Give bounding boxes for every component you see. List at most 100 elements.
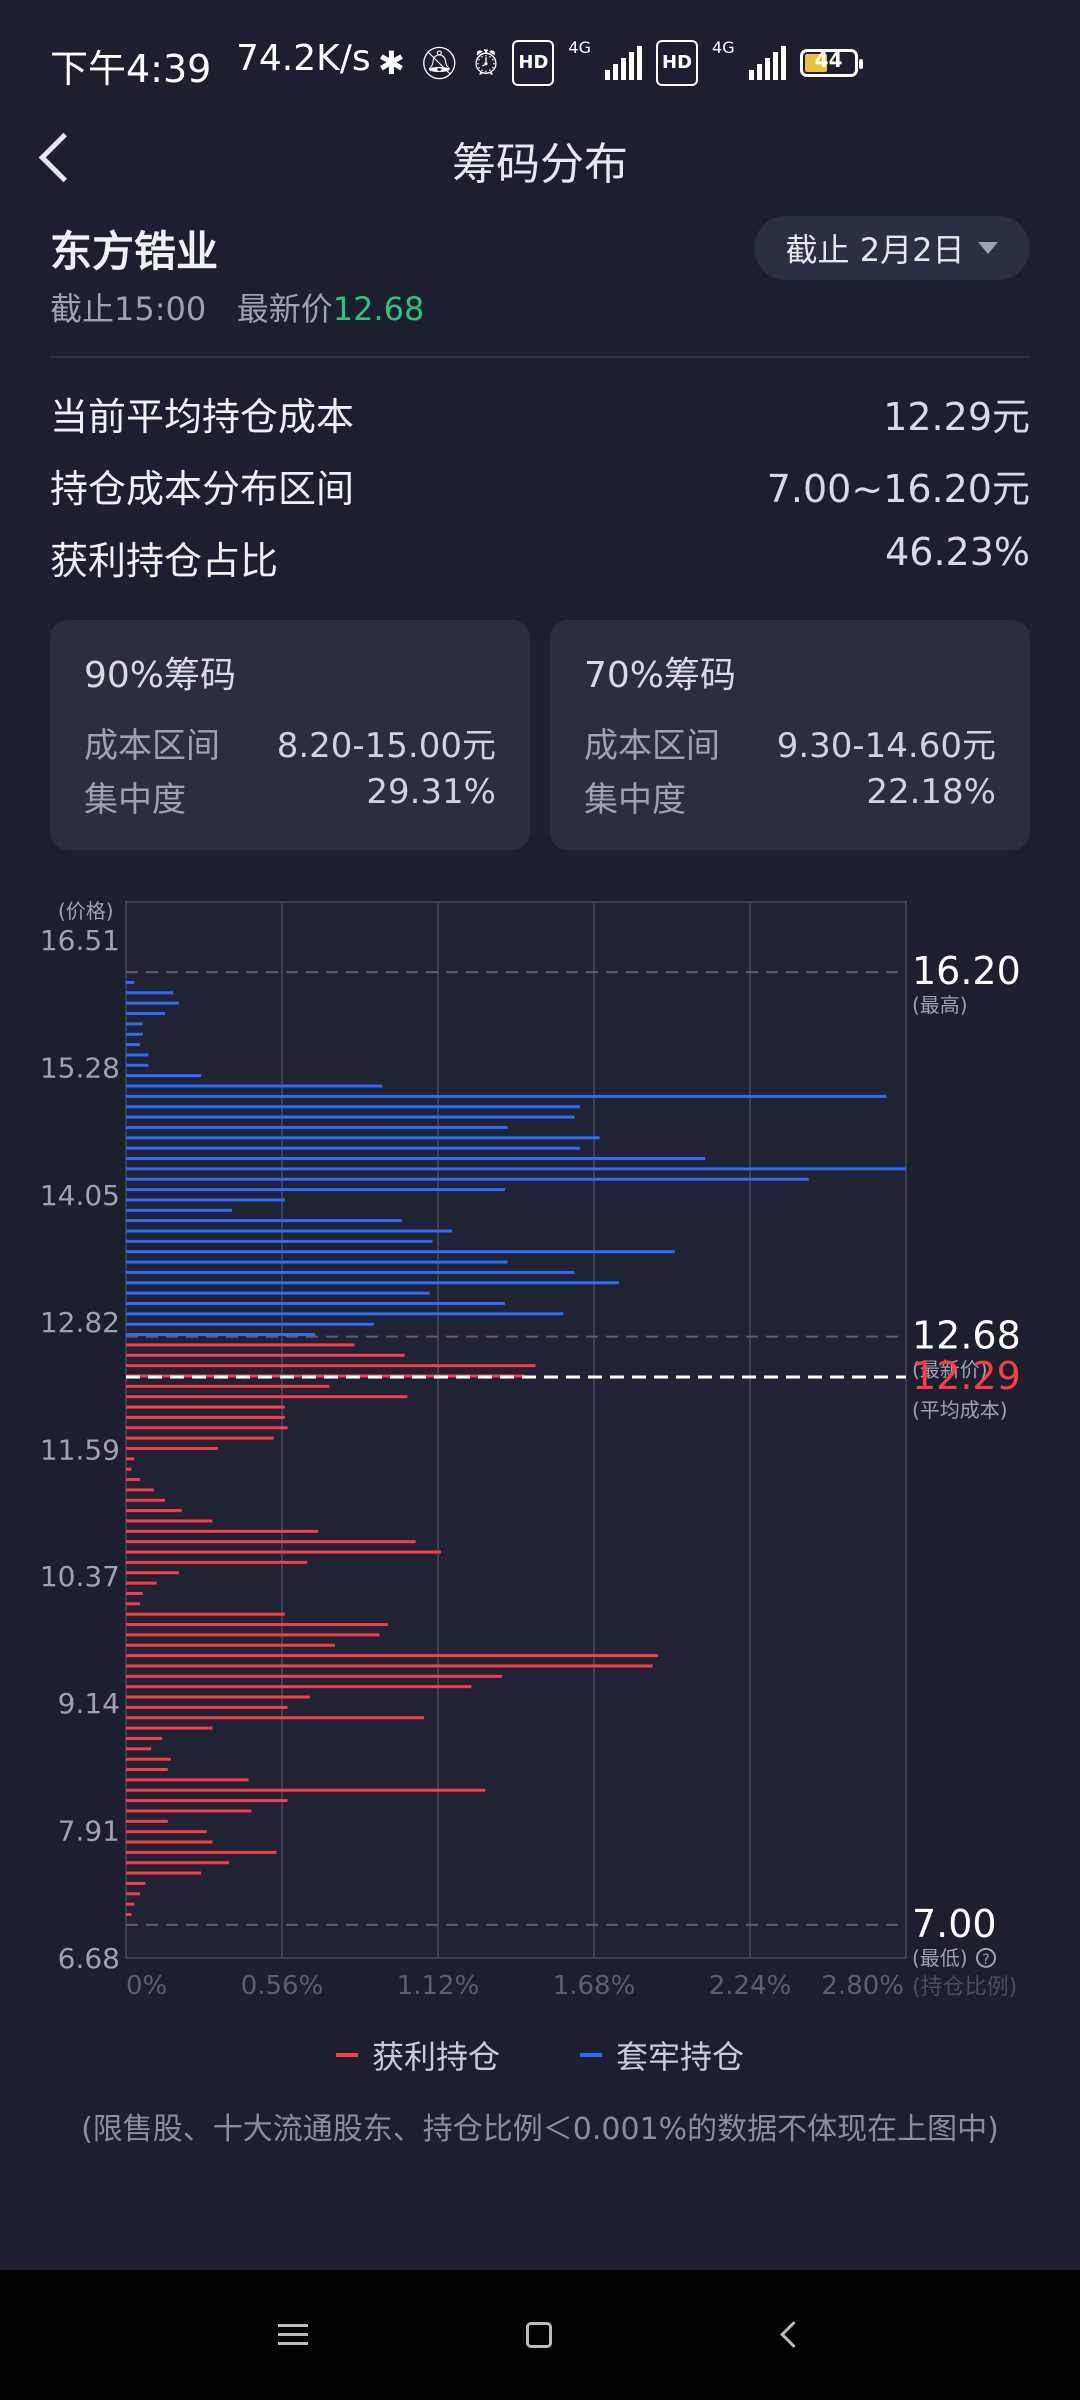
profit-bar xyxy=(126,1446,218,1450)
profit-bar xyxy=(126,1591,143,1595)
profit-bar xyxy=(126,1364,536,1368)
mute-bell-icon: 🔕︎ xyxy=(418,44,460,82)
date-selector[interactable]: 截止 2月2日 xyxy=(754,216,1030,280)
trapped-bar xyxy=(126,1032,143,1036)
trapped-bar xyxy=(126,1053,149,1057)
profit-bar xyxy=(126,1540,416,1544)
chart-footnote: (限售股、十大流通股东、持仓比例＜0.001%的数据不体现在上图中) xyxy=(81,2112,999,2147)
y-tick-label: 12.82 xyxy=(40,1306,120,1339)
battery-level: 44 xyxy=(814,48,843,72)
profit-bar xyxy=(126,1436,274,1440)
legend-swatch-trapped xyxy=(580,2053,602,2057)
profit-bar xyxy=(126,1809,252,1813)
profit-bar xyxy=(126,1695,310,1699)
as-of-time: 截止15:00 xyxy=(50,290,207,328)
stat-value: 12.29元 xyxy=(883,395,1030,439)
profit-bar xyxy=(126,1478,140,1482)
profit-bar xyxy=(126,1871,202,1875)
y-tick-label: 11.59 xyxy=(40,1434,120,1467)
card-concentration-value: 29.31% xyxy=(366,772,496,812)
profit-bar xyxy=(126,1768,168,1772)
y-axis-label: (价格) xyxy=(58,899,114,923)
profit-bar xyxy=(126,1550,441,1554)
trapped-bar xyxy=(126,1094,887,1098)
y-tick-label: 15.28 xyxy=(40,1051,120,1084)
page-title: 筹码分布 xyxy=(452,139,628,190)
marker-sublabel: (最低) xyxy=(912,1946,968,1970)
card-concentration-label: 集中度 xyxy=(584,780,686,820)
trapped-bar xyxy=(126,1146,581,1150)
x-tick-label: 1.68% xyxy=(553,1971,636,2001)
chips-70-card: 70%筹码 成本区间 9.30-14.60元 集中度 22.18% xyxy=(550,620,1030,850)
profit-bar xyxy=(126,1571,179,1575)
app-header: 筹码分布 xyxy=(0,120,1080,200)
network-speed: 74.2K/s xyxy=(236,38,371,79)
question-circle-icon xyxy=(976,1947,996,1968)
stat-label: 获利持仓占比 xyxy=(50,539,279,583)
x-axis-label: (持仓比例) xyxy=(912,1975,1017,2000)
trapped-bar xyxy=(126,991,174,995)
chart-legend: 获利持仓 套牢持仓 xyxy=(0,2032,1080,2078)
status-icons: ✱ 🔕︎ ⏰︎ HD 4G HD 4G 44 xyxy=(378,40,863,86)
profit-bar xyxy=(126,1664,653,1668)
x-tick-label: 0.56% xyxy=(241,1971,324,2001)
profit-bar xyxy=(126,1343,355,1347)
profit-bar xyxy=(126,1747,152,1751)
trapped-bar xyxy=(126,1333,316,1337)
stat-value: 7.00~16.20元 xyxy=(766,467,1030,511)
profit-bar xyxy=(126,1395,408,1399)
trapped-bar xyxy=(126,1167,906,1171)
date-selector-label: 截止 2月2日 xyxy=(785,231,965,269)
latest-price-label: 最新价 xyxy=(236,290,333,328)
chip-distribution-chart: 0% 0.56% 1.12% 1.68% 2.24% 2.80% (持仓比例)(价格)16.… xyxy=(40,899,1021,2001)
profit-bar xyxy=(126,1716,425,1720)
profit-bar xyxy=(126,1881,146,1885)
trapped-bar xyxy=(126,1270,575,1274)
trapped-bar xyxy=(126,1043,140,1047)
marker-value: 16.20 xyxy=(912,949,1021,993)
marker-sublabel: (最高) xyxy=(912,993,968,1017)
profit-bar xyxy=(126,1674,503,1678)
latest-price: 12.68 xyxy=(332,290,425,328)
card-title: 70%筹码 xyxy=(584,655,737,696)
card-range-value: 8.20-15.00元 xyxy=(276,726,496,766)
profit-bar xyxy=(126,1612,285,1616)
profit-bar xyxy=(126,1840,213,1844)
hd-icon-2: HD xyxy=(656,40,699,86)
trapped-bar xyxy=(126,1177,809,1181)
nav-back-icon[interactable] xyxy=(760,2310,820,2360)
stat-row-avg-cost: 当前平均持仓成本 12.29元 xyxy=(50,386,1030,442)
profit-bar xyxy=(126,1353,405,1357)
profit-bar xyxy=(126,1757,171,1761)
y-tick-label: 7.91 xyxy=(58,1815,120,1848)
profit-bar xyxy=(126,1892,140,1896)
bluetooth-icon: ✱ xyxy=(378,44,405,82)
home-icon[interactable] xyxy=(510,2310,570,2360)
profit-bar xyxy=(126,1633,380,1637)
menu-icon[interactable] xyxy=(264,2310,324,2360)
alarm-icon: ⏰︎ xyxy=(473,44,499,82)
card-concentration-row: 集中度 22.18% xyxy=(584,772,996,820)
profit-bar xyxy=(126,1685,472,1689)
profit-bar xyxy=(126,1457,135,1461)
stat-row-cost-range: 持仓成本分布区间 7.00~16.20元 xyxy=(50,458,1030,514)
divider xyxy=(50,356,1030,358)
profit-bar xyxy=(126,1405,285,1409)
signal-icon-2 xyxy=(748,46,786,80)
trapped-bar xyxy=(126,1074,202,1078)
trapped-bar xyxy=(126,1312,564,1316)
trapped-bar xyxy=(126,1322,374,1326)
trapped-bar xyxy=(126,1291,430,1295)
profit-bar xyxy=(126,1581,157,1585)
marker-value: 12.29 xyxy=(912,1354,1021,1398)
stat-value: 46.23% xyxy=(885,530,1030,574)
trapped-bar xyxy=(126,1115,575,1119)
stat-row-profit-ratio: 获利持仓占比 46.23% xyxy=(50,530,1030,586)
x-tick-label: 1.12% xyxy=(397,1971,480,2001)
profit-bar xyxy=(126,1560,308,1564)
card-concentration-label: 集中度 xyxy=(84,780,186,820)
profit-bar xyxy=(126,1788,486,1792)
battery-icon: 44 xyxy=(799,48,863,77)
x-tick-label: 0% xyxy=(126,1971,167,2001)
profit-bar xyxy=(126,1415,285,1419)
